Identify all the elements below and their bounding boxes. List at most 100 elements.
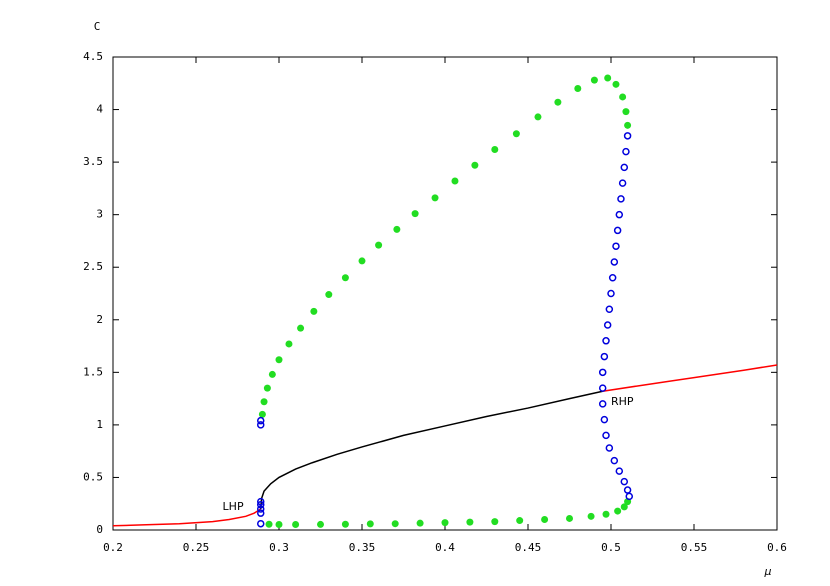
stable-orbit-point xyxy=(325,291,333,299)
unstable-orbit-point xyxy=(615,210,624,219)
stable-orbit-point xyxy=(265,520,273,528)
y-tick-label: 1 xyxy=(96,418,103,431)
annotation: RHP xyxy=(611,395,634,408)
stable-orbit-point xyxy=(416,519,424,527)
stable-orbit-point xyxy=(441,519,449,527)
x-tick-label: 0.2 xyxy=(103,541,123,554)
x-tick-label: 0.55 xyxy=(681,541,708,554)
y-tick-label: 4 xyxy=(96,103,103,116)
annotation: LHP xyxy=(223,500,244,513)
unstable-orbit-point xyxy=(605,305,614,314)
stable-orbit-point xyxy=(466,518,474,526)
unstable-orbit-point xyxy=(617,195,625,203)
stable-orbit-point xyxy=(587,512,595,520)
unstable-orbit-point xyxy=(605,444,614,452)
stable-orbit-point xyxy=(268,370,276,378)
y-axis-label: C xyxy=(94,20,101,33)
y-tick-label: 3.5 xyxy=(83,155,103,168)
y-tick-label: 4.5 xyxy=(83,50,103,63)
unstable-orbit-point xyxy=(610,258,619,266)
plot-frame xyxy=(112,56,778,531)
stable-orbit-point xyxy=(341,274,349,282)
unstable-orbit-point xyxy=(256,501,265,509)
unstable-orbit-point xyxy=(256,509,265,517)
unstable-orbit-point xyxy=(602,337,610,345)
unstable-orbit-point xyxy=(256,519,265,528)
unstable-orbit-point xyxy=(598,368,607,377)
stable-orbit-point xyxy=(491,518,499,526)
stable-orbit-point xyxy=(285,340,293,348)
unstable-orbit-point xyxy=(623,132,632,140)
stable-orbit-point xyxy=(512,130,520,138)
stable-orbit-point xyxy=(292,521,300,529)
stable-orbit-point xyxy=(275,356,283,364)
x-tick-label: 0.5 xyxy=(601,541,621,554)
stable-orbit-point xyxy=(491,145,499,153)
stable-orbit-point xyxy=(614,507,622,515)
stable-orbit-point xyxy=(620,503,628,511)
unstable-orbit-point xyxy=(600,352,609,361)
stable-orbit-point xyxy=(411,210,419,218)
branch-line xyxy=(259,390,603,510)
unstable-orbit-point xyxy=(598,400,607,408)
stable-orbit-point xyxy=(566,514,573,522)
unstable-orbit-point xyxy=(256,505,265,513)
stable-orbit-point xyxy=(263,384,271,392)
y-tick-label: 0 xyxy=(96,523,103,536)
unstable-orbit-point xyxy=(620,477,629,486)
stable-orbit-point xyxy=(622,108,630,116)
unstable-orbit-point xyxy=(603,321,612,329)
x-tick-label: 0.3 xyxy=(269,541,289,554)
unstable-orbit-point xyxy=(618,179,627,187)
y-tick-label: 2 xyxy=(96,313,103,326)
stable-orbit-point xyxy=(375,241,383,249)
unstable-orbit-point xyxy=(615,467,624,475)
unstable-orbit-point xyxy=(598,384,607,392)
unstable-orbit-point xyxy=(600,415,609,424)
stable-orbit-point xyxy=(258,410,266,418)
y-tick-label: 1.5 xyxy=(83,365,103,378)
unstable-orbit-point xyxy=(256,421,265,429)
unstable-orbit-point xyxy=(625,492,634,501)
unstable-orbit-point xyxy=(610,456,619,465)
stable-orbit-point xyxy=(431,194,439,202)
stable-orbit-point xyxy=(260,398,268,406)
x-axis-label: μ xyxy=(764,565,772,578)
unstable-orbit-point xyxy=(607,289,615,298)
unstable-orbit-point xyxy=(256,416,265,425)
stable-orbit-point xyxy=(541,515,549,523)
stable-orbit-point xyxy=(451,177,459,185)
branch-line xyxy=(112,508,262,527)
stable-orbit-point xyxy=(471,161,479,169)
unstable-orbit-point xyxy=(620,163,629,172)
x-tick-label: 0.45 xyxy=(515,541,542,554)
stable-orbit-point xyxy=(393,225,401,233)
stable-orbit-point xyxy=(366,520,374,528)
unstable-orbit-point xyxy=(623,486,632,494)
stable-orbit-point xyxy=(604,74,612,82)
stable-orbit-point xyxy=(317,520,324,528)
y-tick-label: 0.5 xyxy=(83,470,103,483)
stable-orbit-point xyxy=(554,98,562,106)
stable-orbit-point xyxy=(275,521,283,529)
stable-orbit-point xyxy=(590,76,598,84)
unstable-orbit-point xyxy=(602,431,610,440)
unstable-orbit-point xyxy=(613,226,622,235)
x-tick-label: 0.6 xyxy=(767,541,787,554)
stable-orbit-point xyxy=(341,520,349,528)
stable-orbit-point xyxy=(310,307,318,315)
unstable-orbit-point xyxy=(622,147,630,156)
branch-line xyxy=(602,364,778,392)
x-tick-label: 0.4 xyxy=(435,541,455,554)
stable-orbit-point xyxy=(602,510,610,518)
unstable-orbit-point xyxy=(612,242,620,250)
unstable-orbit-point xyxy=(256,497,265,506)
stable-orbit-point xyxy=(574,85,582,93)
stable-orbit-point xyxy=(358,257,366,265)
stable-orbit-point xyxy=(534,113,542,121)
stable-orbit-point xyxy=(297,324,305,332)
stable-orbit-point xyxy=(619,93,627,101)
y-tick-label: 3 xyxy=(96,208,103,221)
stable-orbit-point xyxy=(624,121,632,129)
